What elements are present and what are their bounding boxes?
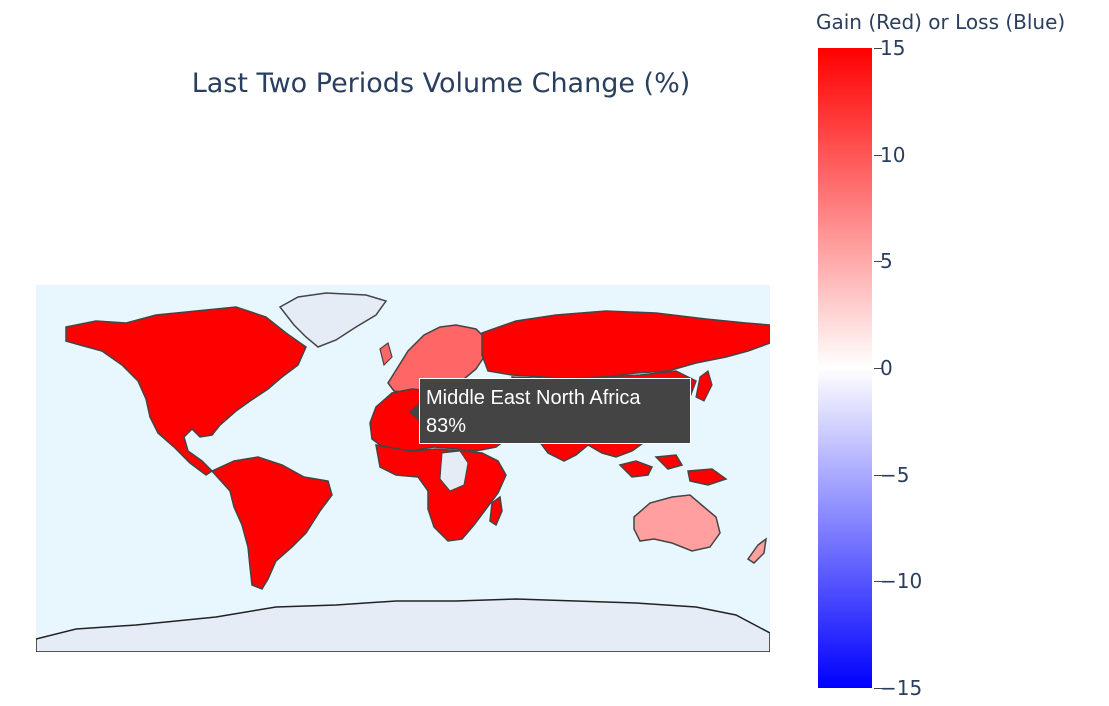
colorbar-tick-mark <box>874 261 882 263</box>
region-japan[interactable] <box>695 369 713 402</box>
region-north-america[interactable] <box>65 306 307 476</box>
hover-region-name: Middle East North Africa <box>426 387 641 409</box>
world-map[interactable] <box>36 285 770 652</box>
colorbar-tick-mark <box>874 368 882 369</box>
colorbar-tick-mark <box>874 474 882 476</box>
region-latin-america[interactable] <box>210 456 333 590</box>
region-new-zealand[interactable] <box>746 537 767 564</box>
region-uk[interactable] <box>379 341 393 367</box>
map-area[interactable] <box>36 285 770 652</box>
colorbar <box>818 48 872 688</box>
region-russia[interactable] <box>481 310 770 380</box>
hover-region-value: 83% <box>426 415 467 437</box>
colorbar-tick-mark <box>874 48 882 49</box>
region-greenland[interactable] <box>278 292 388 348</box>
colorbar-tick-label: 0 <box>880 356 893 380</box>
colorbar-tick-label: −10 <box>880 569 923 594</box>
colorbar-title: Gain (Red) or Loss (Blue) <box>816 10 1066 34</box>
region-se-asia-islands[interactable] <box>618 454 728 486</box>
region-subsaharan-africa[interactable] <box>375 444 507 542</box>
hover-tooltip: Middle East North Africa 83% <box>419 378 691 444</box>
colorbar-tick-label: 5 <box>880 249 893 274</box>
region-nodata-africa[interactable] <box>439 450 469 492</box>
colorbar-tick-label: 10 <box>880 142 906 167</box>
hover-pointer <box>409 403 419 421</box>
colorbar-tick-label: 15 <box>880 36 906 60</box>
colorbar-tick-mark <box>874 154 882 156</box>
region-madagascar[interactable] <box>489 495 503 527</box>
chart-title: Last Two Periods Volume Change (%) <box>191 68 691 99</box>
colorbar-tick-mark <box>874 581 882 583</box>
colorbar-tick-mark <box>874 688 882 689</box>
region-antarctica[interactable] <box>36 598 770 652</box>
colorbar-tick-label: −15 <box>880 676 923 700</box>
region-oceania[interactable] <box>633 494 721 552</box>
colorbar-tick-label: −5 <box>880 462 910 487</box>
